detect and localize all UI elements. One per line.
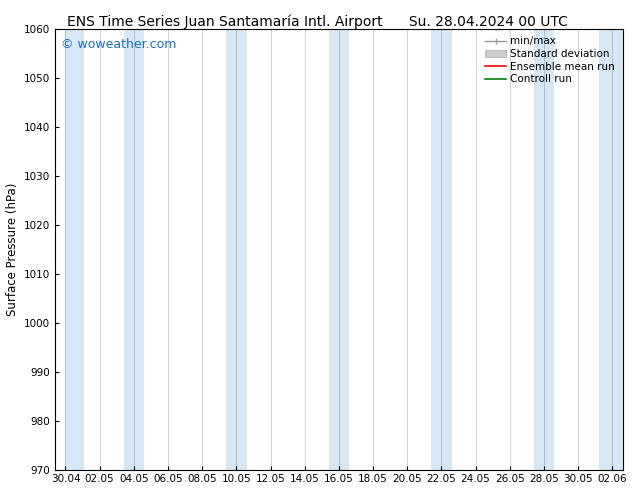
Legend: min/max, Standard deviation, Ensemble mean run, Controll run: min/max, Standard deviation, Ensemble me… [483,34,618,86]
Y-axis label: Surface Pressure (hPa): Surface Pressure (hPa) [6,183,18,316]
Bar [226,29,247,469]
Bar [598,29,630,469]
Text: © woweather.com: © woweather.com [61,38,176,51]
Bar [534,29,554,469]
Text: ENS Time Series Juan Santamaría Intl. Airport      Su. 28.04.2024 00 UTC: ENS Time Series Juan Santamaría Intl. Ai… [67,15,567,29]
Bar [328,29,349,469]
Bar [124,29,144,469]
Bar [65,29,84,469]
Bar [431,29,451,469]
